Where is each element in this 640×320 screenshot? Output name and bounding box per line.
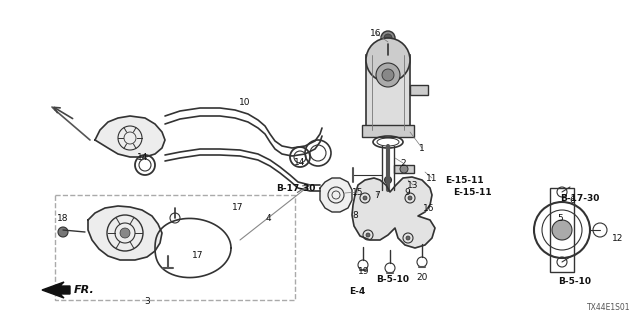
Circle shape [382,69,394,81]
Circle shape [363,196,367,200]
Text: 9: 9 [404,188,410,196]
Text: 1: 1 [419,143,425,153]
Text: TX44E1S01: TX44E1S01 [586,303,630,312]
Text: 3: 3 [144,298,150,307]
Text: E-15-11: E-15-11 [445,175,483,185]
Circle shape [552,220,572,240]
Polygon shape [88,206,162,260]
Text: 19: 19 [358,268,370,276]
Text: 7: 7 [374,190,380,199]
Bar [550,188,574,272]
Polygon shape [320,178,352,212]
Bar [362,125,414,137]
Bar [410,85,428,95]
Circle shape [120,228,130,238]
Circle shape [408,196,412,200]
Circle shape [381,31,395,45]
Bar [394,165,414,173]
Polygon shape [352,177,435,248]
Circle shape [400,165,408,173]
Text: 4: 4 [265,213,271,222]
Text: 6: 6 [569,196,575,204]
Polygon shape [42,282,70,298]
Text: 14: 14 [294,157,306,166]
Circle shape [366,233,370,237]
Text: B-17-30: B-17-30 [276,183,316,193]
Bar [55,195,295,300]
Text: 16: 16 [423,204,435,212]
Text: 17: 17 [192,251,204,260]
Bar [366,55,410,130]
Circle shape [366,38,410,82]
Text: 5: 5 [557,213,563,222]
Circle shape [58,227,68,237]
Text: 16: 16 [371,28,381,37]
Text: B-17-30: B-17-30 [560,194,600,203]
Text: 11: 11 [426,173,438,182]
Circle shape [385,177,392,183]
Text: FR.: FR. [74,285,95,295]
Text: B-5-10: B-5-10 [559,277,591,286]
Text: 17: 17 [232,203,244,212]
Text: B-5-10: B-5-10 [376,276,410,284]
Text: 14: 14 [138,153,148,162]
Text: E-15-11: E-15-11 [452,188,492,196]
Text: 13: 13 [407,180,419,189]
Text: 18: 18 [57,213,68,222]
Text: 15: 15 [352,188,364,196]
Circle shape [384,34,392,42]
Text: 10: 10 [239,98,251,107]
Text: 2: 2 [400,158,406,167]
Circle shape [376,63,400,87]
Circle shape [406,236,410,240]
Polygon shape [95,116,165,157]
Text: 20: 20 [416,274,428,283]
Text: E-4: E-4 [349,287,365,297]
Text: 12: 12 [612,234,624,243]
Text: 8: 8 [352,211,358,220]
